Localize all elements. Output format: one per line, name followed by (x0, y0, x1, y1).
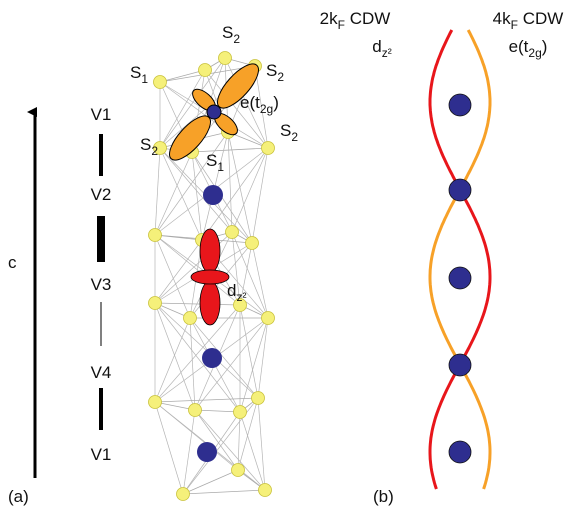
bond (155, 232, 232, 303)
label: S1 (130, 63, 148, 86)
s-atom (149, 396, 162, 409)
text-run: 4k (493, 9, 511, 28)
text-run: d (372, 37, 381, 56)
bond (252, 148, 268, 243)
label: S2 (222, 23, 240, 46)
bond (160, 70, 205, 82)
v-atom (203, 185, 223, 205)
s-atom (219, 52, 232, 65)
label: V3 (91, 275, 112, 294)
text-run: S (280, 121, 291, 140)
subscript: z² (236, 290, 246, 304)
text-run: 2k (320, 9, 338, 28)
label: S1 (206, 151, 224, 174)
chain-atom (449, 94, 471, 116)
s-atom (262, 142, 275, 155)
bond (192, 148, 268, 152)
label: dz² (227, 281, 246, 304)
label: S2 (266, 61, 284, 84)
bond (232, 148, 268, 232)
bond (155, 402, 183, 494)
subscript: F (511, 18, 518, 32)
chain-atom (449, 267, 471, 289)
text-run: e(t (240, 93, 260, 112)
text-run: CDW (345, 9, 390, 28)
subscript: 1 (217, 160, 224, 174)
s-atom (189, 404, 202, 417)
label: V1 (91, 105, 112, 124)
label: dz² (372, 37, 391, 60)
text-run: S (206, 151, 217, 170)
text-run: ) (273, 93, 279, 112)
subscript: F (338, 18, 345, 32)
bond (155, 398, 258, 402)
s-atom (234, 406, 247, 419)
subscript: 2 (277, 70, 284, 84)
s-atom (262, 312, 275, 325)
text-run: CDW (518, 9, 563, 28)
label: e(t2g) (509, 37, 548, 60)
bond (190, 318, 195, 410)
v-atom (197, 442, 217, 462)
chain-atom (449, 441, 471, 463)
text-run: S (266, 61, 277, 80)
figure: (a)(b)cV1V2V3V4V1S2S1S2S2S1S2e(t2g)dz²2k… (0, 0, 584, 514)
text-run: S (222, 23, 233, 42)
subscript: 2 (233, 32, 240, 46)
bond (155, 152, 192, 235)
s-atom (149, 229, 162, 242)
bond (155, 240, 202, 303)
v-atom (202, 348, 222, 368)
bond-bar (99, 388, 103, 430)
bond-bar (97, 216, 105, 262)
label: (a) (8, 487, 29, 506)
label: c (8, 253, 17, 272)
chain-atom (449, 179, 471, 201)
label: V2 (91, 185, 112, 204)
label: V4 (91, 363, 112, 382)
subscript: 2 (151, 144, 158, 158)
label: 4kF CDW (493, 9, 564, 32)
s-atom (154, 76, 167, 89)
bond-bar (99, 134, 103, 176)
subscript: 2g (528, 46, 541, 60)
text-run: e(t (509, 37, 529, 56)
text-run: S (140, 135, 151, 154)
subscript: 1 (141, 72, 148, 86)
s-atom (246, 237, 259, 250)
s-atom (232, 464, 245, 477)
s-atom (199, 64, 212, 77)
s-atom (252, 392, 265, 405)
bond (258, 398, 265, 490)
s-atom (259, 484, 272, 497)
bond-bar (101, 302, 102, 346)
s-atom (149, 297, 162, 310)
label: S2 (280, 121, 298, 144)
bond (155, 148, 160, 235)
bond (240, 412, 265, 490)
chain-atom (449, 354, 471, 376)
text-run: ) (542, 37, 548, 56)
subscript: 2g (260, 102, 273, 116)
chain-atoms (449, 94, 471, 463)
eg-orbital (163, 58, 265, 166)
bond (183, 490, 265, 494)
label: V1 (91, 445, 112, 464)
bond (258, 318, 268, 398)
text-run: d (227, 281, 236, 300)
s-atom (184, 312, 197, 325)
s-atom (226, 226, 239, 239)
label: (b) (373, 487, 394, 506)
text-run: S (130, 63, 141, 82)
s-atom (177, 488, 190, 501)
subscript: z² (382, 46, 392, 60)
subscript: 2 (291, 130, 298, 144)
label: e(t2g) (240, 93, 279, 116)
label: S2 (140, 135, 158, 158)
bond (252, 243, 268, 318)
label: 2kF CDW (320, 9, 391, 32)
